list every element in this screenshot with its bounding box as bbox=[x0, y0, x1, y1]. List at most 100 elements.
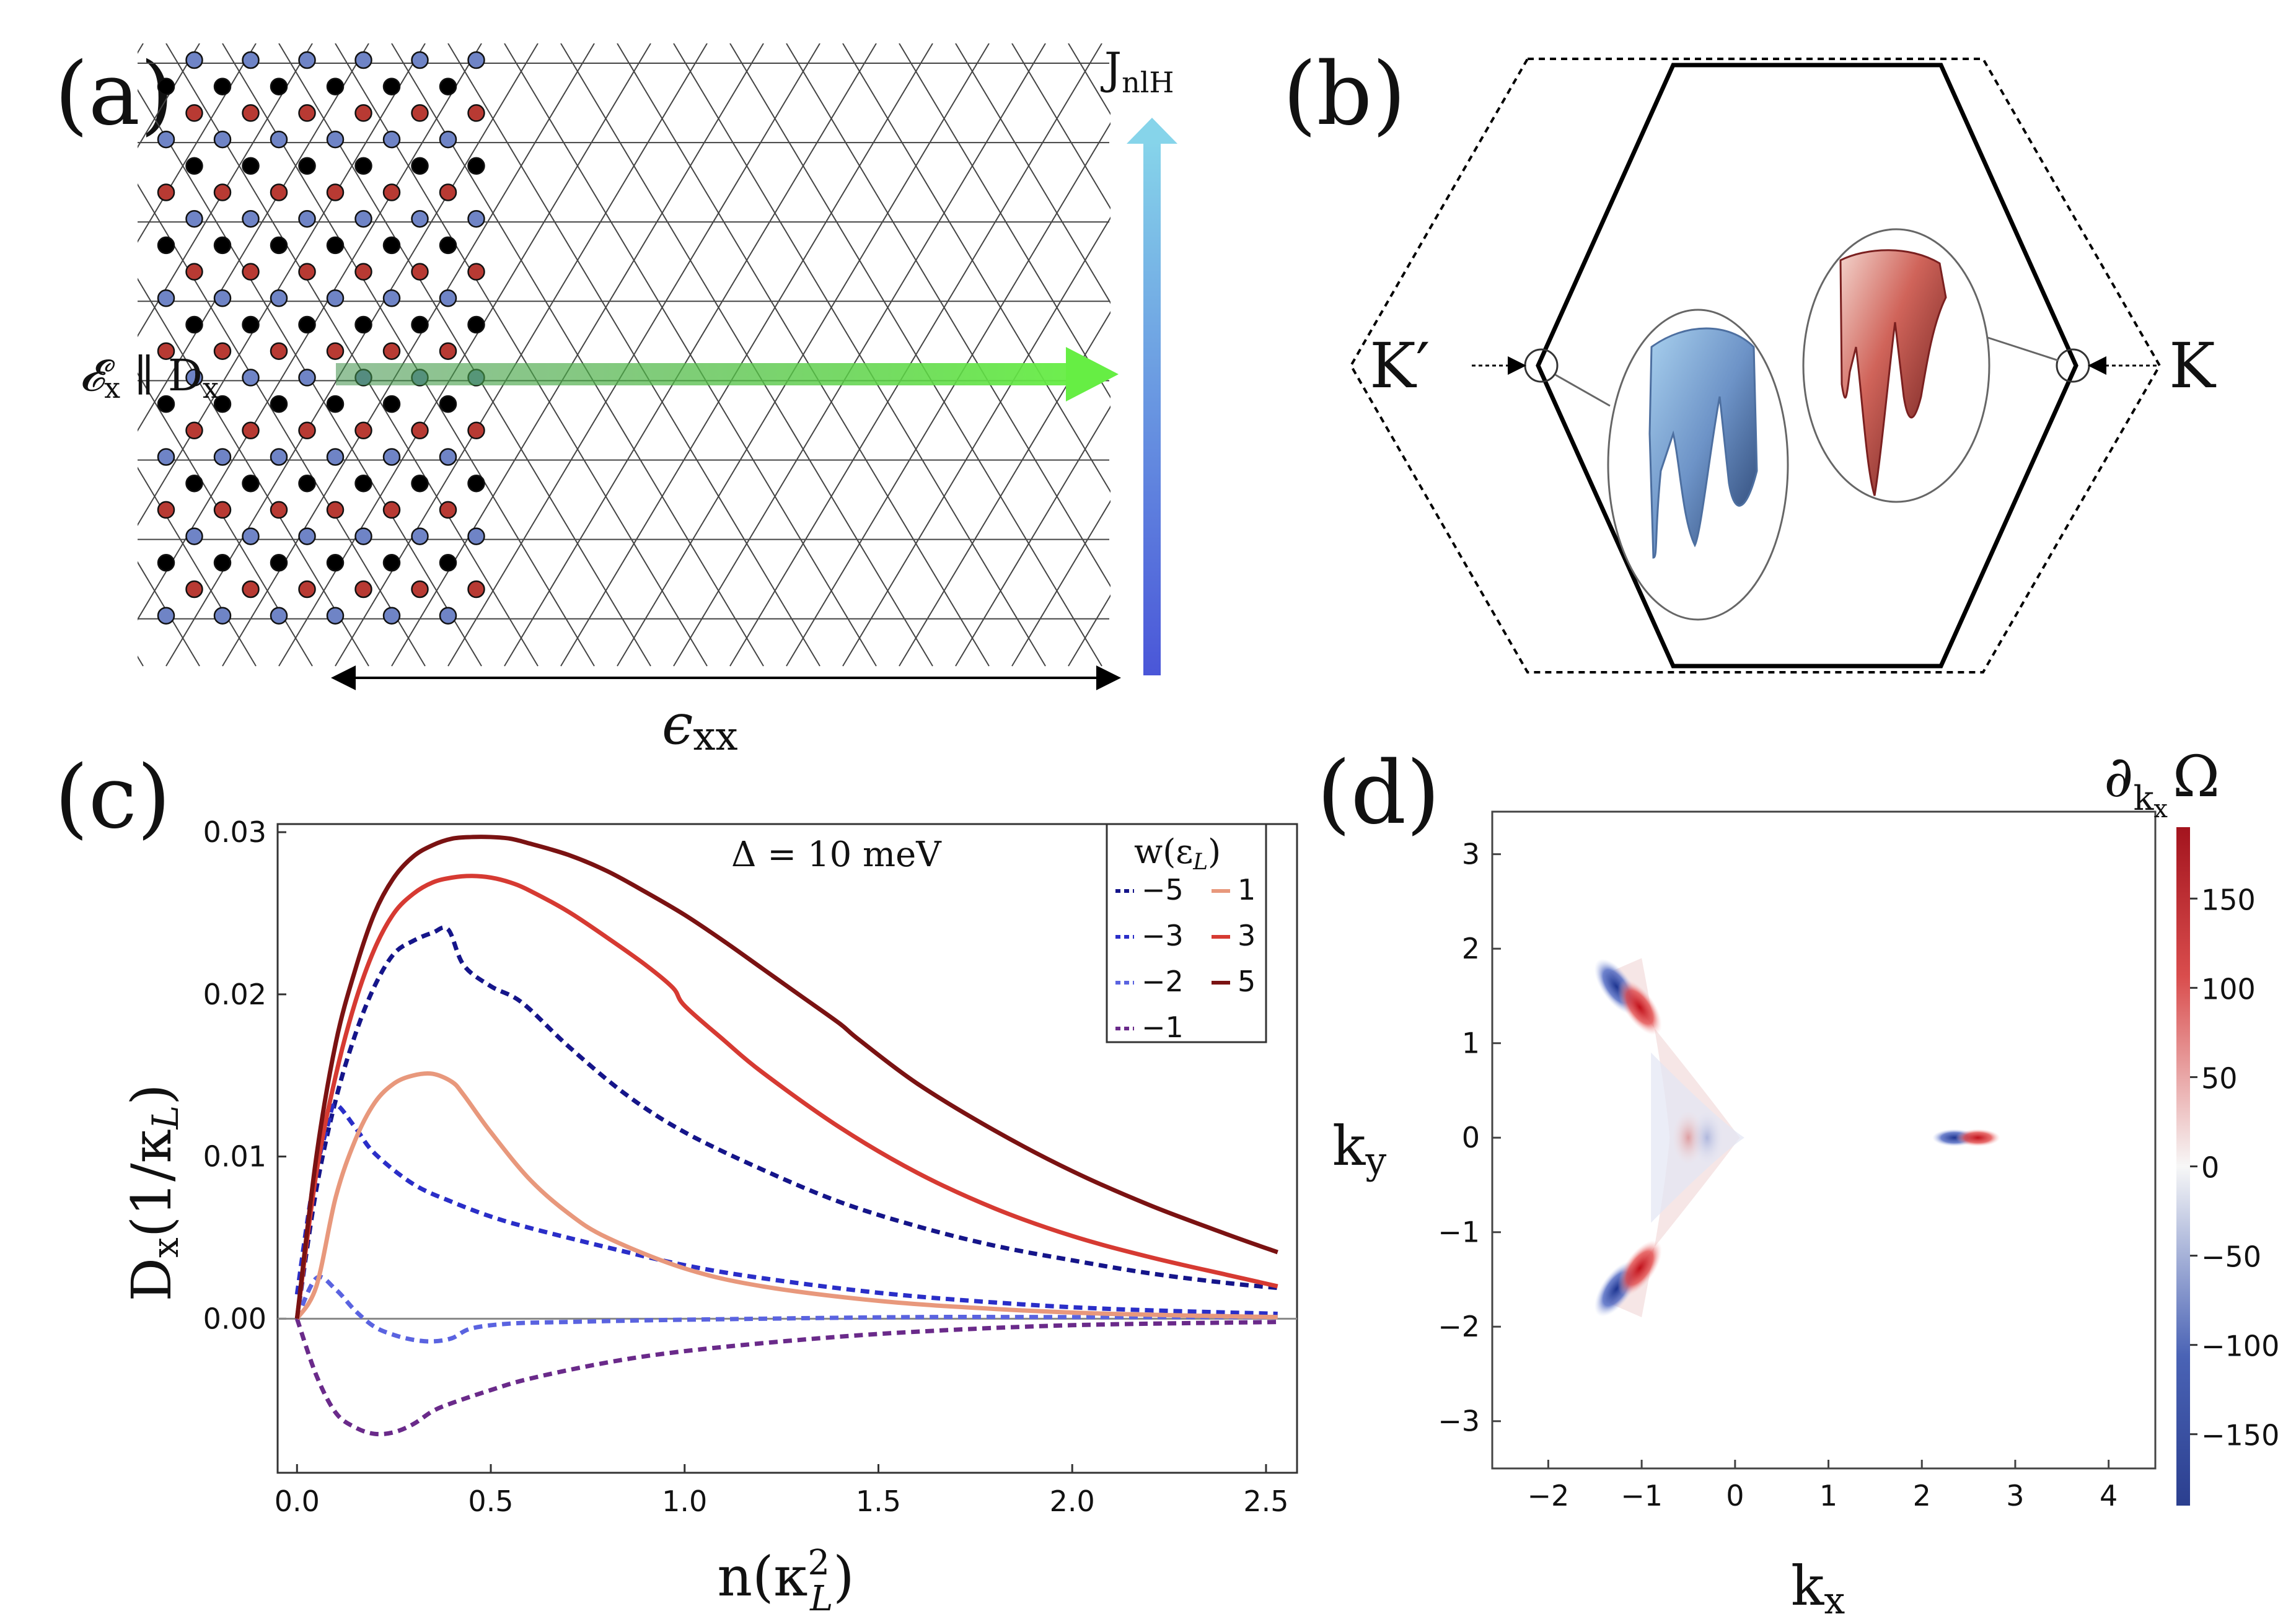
bond bbox=[138, 372, 313, 667]
lattice-atom bbox=[298, 263, 316, 281]
series-line-1 bbox=[295, 1071, 1278, 1320]
kx-tick-label: 0 bbox=[1726, 1479, 1744, 1512]
bond bbox=[1011, 43, 1111, 210]
panel-b: (b) K′ K bbox=[1283, 44, 2217, 673]
lattice-atom bbox=[467, 209, 485, 228]
k-valley-surface bbox=[1839, 249, 1947, 496]
lattice-atom bbox=[157, 77, 175, 95]
lattice-atom bbox=[242, 580, 260, 599]
lattice-atom bbox=[185, 474, 203, 493]
kprime-label: K′ bbox=[1370, 330, 1430, 402]
lattice-atom bbox=[382, 77, 401, 95]
lattice-atom bbox=[411, 104, 429, 122]
x-tick-label: 0.0 bbox=[275, 1485, 320, 1518]
lattice-atom bbox=[467, 104, 485, 122]
lattice-atom bbox=[326, 130, 345, 149]
bond bbox=[786, 122, 1111, 667]
bond bbox=[560, 43, 933, 667]
heatmap-features bbox=[1594, 958, 2000, 1317]
lattice-atom bbox=[467, 263, 485, 281]
lattice-atom bbox=[298, 369, 316, 387]
lattice-atom bbox=[439, 607, 457, 625]
lattice-atom bbox=[270, 501, 288, 519]
lattice-atom bbox=[439, 130, 457, 149]
lattice-atom bbox=[242, 51, 260, 69]
panel-c: (c) 0.000.010.020.03 0.0 0.5 1.0 1.5 2.0 2.5 … bbox=[55, 747, 1298, 1619]
ky-tick-label: 1 bbox=[1462, 1027, 1480, 1060]
k-label: K bbox=[2169, 330, 2217, 402]
lattice-atom bbox=[298, 527, 316, 545]
lattice-atom bbox=[298, 209, 316, 228]
colorbar-tick-label: −100 bbox=[2201, 1330, 2279, 1363]
lattice-atom bbox=[242, 263, 260, 281]
lattice-atom bbox=[382, 554, 401, 572]
field-arrow bbox=[336, 347, 1119, 401]
legend-label: −1 bbox=[1141, 1011, 1184, 1044]
lattice-atom bbox=[270, 607, 288, 625]
lattice-atom bbox=[270, 395, 288, 413]
lattice-atom bbox=[157, 183, 175, 201]
lattice-atom bbox=[467, 527, 485, 545]
lattice-atom bbox=[354, 263, 372, 281]
heatmap-frame bbox=[1491, 810, 2157, 1470]
ky-tick-label: 2 bbox=[1462, 932, 1480, 965]
lattice-atom bbox=[354, 474, 372, 493]
lattice-atom bbox=[242, 421, 260, 440]
lattice-atom bbox=[157, 607, 175, 625]
lattice-atom bbox=[439, 342, 457, 360]
lattice-atom bbox=[411, 580, 429, 599]
colorbar-tick-label: 50 bbox=[2201, 1061, 2238, 1095]
bond bbox=[138, 467, 257, 667]
bond bbox=[673, 43, 1046, 667]
series-group bbox=[294, 835, 1278, 1437]
lattice-atoms bbox=[157, 51, 485, 625]
x-tick-label: 2.0 bbox=[1050, 1485, 1095, 1518]
lattice-atom bbox=[467, 580, 485, 599]
plot-frame bbox=[276, 823, 1298, 1474]
panel-a: (a) JnlH 𝓔x ∥ Dx ϵxx bbox=[0, 43, 1177, 760]
lattice-atom bbox=[382, 607, 401, 625]
kx-tick-label: 3 bbox=[2006, 1479, 2024, 1512]
lattice-atom bbox=[298, 474, 316, 493]
bond bbox=[729, 43, 1102, 667]
lattice-atom bbox=[242, 209, 260, 228]
heatmap-feature bbox=[1955, 1129, 2000, 1147]
bond bbox=[842, 216, 1111, 667]
series-line-neg1 bbox=[294, 1318, 1278, 1437]
lattice-atom bbox=[157, 342, 175, 360]
lattice-atom bbox=[185, 315, 203, 334]
legend-label: −2 bbox=[1141, 965, 1184, 998]
legend-items: −5 1 −3 3 −2 5 −1 bbox=[1115, 873, 1256, 1044]
lattice bbox=[0, 43, 1111, 667]
lattice-atom bbox=[270, 289, 288, 307]
ky-ticks: −3 −2 −1 0 1 2 3 bbox=[1438, 838, 1501, 1438]
legend-label: −5 bbox=[1141, 873, 1184, 906]
lattice-atom bbox=[185, 157, 203, 175]
lattice-atom bbox=[213, 448, 232, 466]
k-zoom-line bbox=[1987, 336, 2059, 362]
series-line-5 bbox=[294, 835, 1278, 1319]
heatmap-feature bbox=[1691, 1110, 1723, 1165]
bond bbox=[138, 43, 313, 338]
kx-tick-label: 2 bbox=[1913, 1479, 1931, 1512]
legend-label: −3 bbox=[1141, 919, 1184, 952]
y-tick-label: 0.01 bbox=[203, 1140, 266, 1174]
lattice-atom bbox=[467, 51, 485, 69]
lattice-atom bbox=[467, 157, 485, 175]
y-tick-label: 0.02 bbox=[203, 978, 266, 1011]
lattice-atom bbox=[439, 448, 457, 466]
lattice-atom bbox=[213, 342, 232, 360]
lattice-atom bbox=[242, 315, 260, 334]
lattice-atom bbox=[382, 236, 401, 255]
legend: w(εL) −5 1 −3 3 −2 5 −1 bbox=[1106, 823, 1267, 1044]
lattice-atom bbox=[270, 448, 288, 466]
colorbar-tick-label: 100 bbox=[2201, 972, 2256, 1006]
lattice-atom bbox=[326, 236, 345, 255]
series-line-3 bbox=[294, 874, 1278, 1319]
bond bbox=[138, 43, 257, 243]
bond bbox=[0, 43, 30, 666]
lattice-atom bbox=[411, 263, 429, 281]
x-tick-label: 1.5 bbox=[856, 1485, 901, 1518]
lattice-atom bbox=[411, 527, 429, 545]
